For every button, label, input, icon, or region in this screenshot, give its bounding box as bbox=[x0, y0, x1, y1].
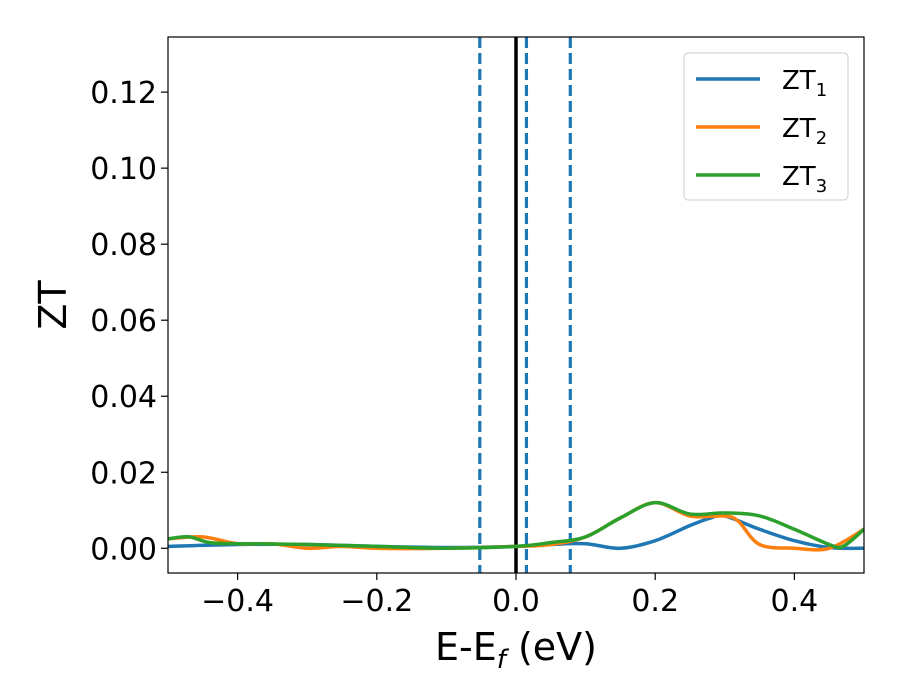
x-tick-label: 0.2 bbox=[631, 584, 679, 619]
series-lines bbox=[168, 500, 864, 552]
legend-label-zt2: ZT2 bbox=[782, 114, 827, 149]
x-axis-title-main: E-E bbox=[435, 625, 497, 669]
x-tick-label: 0.4 bbox=[771, 584, 819, 619]
y-tick-label: 0.02 bbox=[90, 456, 157, 491]
legend-label-zt3: ZT3 bbox=[782, 162, 827, 197]
y-tick-label: 0.00 bbox=[90, 532, 157, 567]
series-line-zt3 bbox=[168, 500, 864, 551]
y-tick-label: 0.12 bbox=[90, 76, 157, 111]
x-axis-title-unit: (eV) bbox=[506, 625, 597, 669]
x-axis: −0.4 −0.2 0.0 0.2 0.4 bbox=[201, 573, 818, 619]
legend-label-zt1: ZT1 bbox=[782, 66, 827, 101]
y-tick-label: 0.08 bbox=[90, 228, 157, 263]
y-tick-label: 0.04 bbox=[90, 380, 157, 415]
legend: ZT1 ZT2 ZT3 bbox=[683, 52, 849, 201]
x-axis-title: E-Ef (eV) bbox=[435, 625, 597, 675]
reference-lines bbox=[478, 37, 572, 573]
y-axis: 0.00 0.02 0.04 0.06 0.08 0.10 0.12 bbox=[90, 76, 168, 567]
x-tick-label: −0.2 bbox=[340, 584, 413, 619]
y-tick-label: 0.06 bbox=[90, 304, 157, 339]
legend-box bbox=[683, 52, 849, 201]
x-tick-label: −0.4 bbox=[201, 584, 274, 619]
x-tick-label: 0.0 bbox=[492, 584, 540, 619]
y-tick-label: 0.10 bbox=[90, 152, 157, 187]
y-axis-title: ZT bbox=[31, 280, 75, 330]
